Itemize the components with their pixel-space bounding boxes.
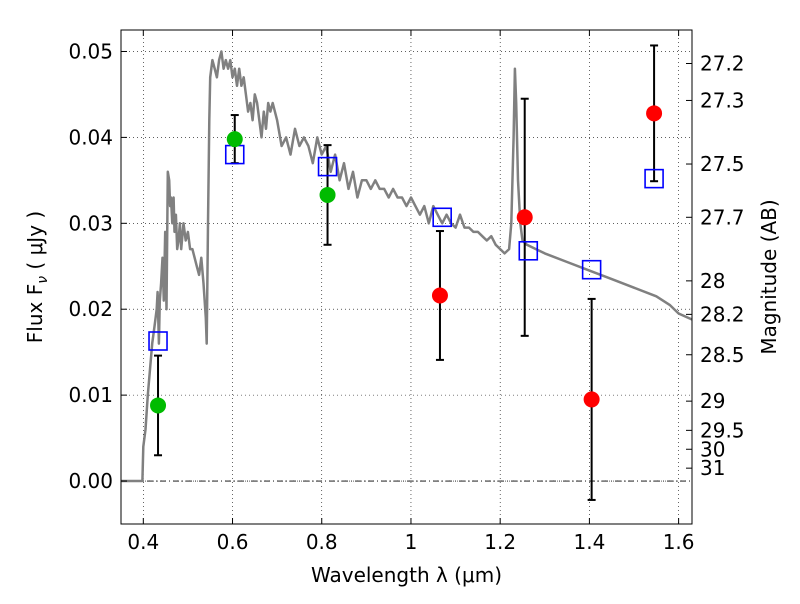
- y2-tick-label: 28: [700, 269, 725, 293]
- y2-tick-label: 28.5: [700, 343, 745, 367]
- blue-square-marker: [148, 331, 168, 351]
- plot-frame: [120, 29, 693, 525]
- blue-square-marker: [317, 156, 338, 177]
- y-tick-label: 0.01: [68, 383, 113, 407]
- y2-tick-label: 28.2: [700, 302, 745, 326]
- model-spectrum-group: [121, 50, 693, 483]
- y2-tick-label: 27.3: [700, 88, 745, 112]
- y-tick-label: 0.05: [68, 39, 113, 63]
- y2-tick-label: 30: [700, 437, 725, 461]
- y2-tick-label: 27.7: [700, 205, 745, 229]
- blue-square-marker: [644, 168, 664, 189]
- blue-square-marker: [432, 207, 452, 228]
- points-group: [148, 105, 664, 414]
- green-point-marker: [226, 131, 243, 148]
- x-tick-label: 1.4: [573, 530, 605, 554]
- x-tick-label: 1: [405, 530, 418, 554]
- green-point-marker: [150, 397, 167, 414]
- model-spectrum-line: [121, 50, 693, 483]
- blue-square-marker: [518, 240, 539, 261]
- y-axis-label-sub: ν: [35, 276, 51, 284]
- y-tick-label: 0.02: [68, 297, 113, 321]
- x-tick-label: 1.2: [484, 530, 516, 554]
- y-axis-label-unit: ( μJy ): [23, 211, 47, 276]
- y2-tick-label: 29: [700, 389, 725, 413]
- y2-tick-label: 27.5: [700, 152, 745, 176]
- red-point-marker: [516, 209, 533, 226]
- red-point-marker: [431, 287, 448, 304]
- y-tick-label: 0.03: [68, 211, 113, 235]
- y2-tick-label: 31: [700, 456, 725, 480]
- x-axis-label: Wavelength λ (μm): [311, 563, 502, 587]
- y-axis-label-main: Flux F: [23, 284, 47, 343]
- y-axis-label: Flux Fν ( μJy ): [23, 211, 51, 343]
- x-tick-label: 0.8: [306, 530, 338, 554]
- red-point-marker: [646, 105, 663, 122]
- blue-square-marker: [581, 259, 602, 280]
- y2-tick-label: 27.2: [700, 52, 745, 76]
- x-tick-label: 0.4: [127, 530, 159, 554]
- x-tick-label: 1.6: [663, 530, 695, 554]
- y2-tick-label: 29.5: [700, 418, 745, 442]
- red-point-marker: [583, 391, 600, 408]
- x-tick-label: 0.6: [217, 530, 249, 554]
- y-tick-label: 0.04: [68, 125, 113, 149]
- ticks-group: 0.4 0.6 0.8 1 1.2 1.4 1.6 0.00 0.01 0.02 0.03 0.04 0…: [68, 30, 745, 554]
- y-tick-label: 0.00: [68, 469, 113, 493]
- y2-axis-label: Magnitude (AB): [757, 199, 781, 354]
- green-point-marker: [319, 186, 336, 203]
